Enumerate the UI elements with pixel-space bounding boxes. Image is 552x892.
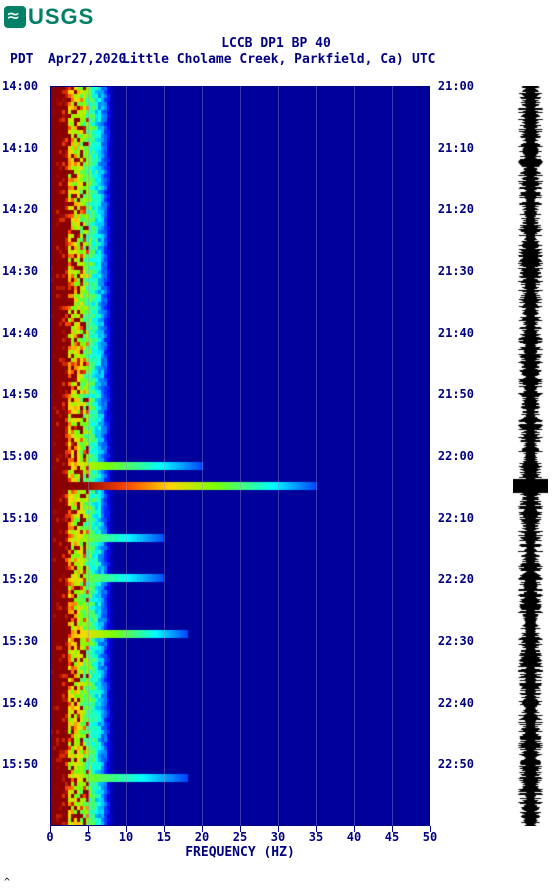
x-tick-label: 5 [84,830,91,844]
y-tick-left: 15:40 [2,696,38,710]
y-tick-left: 15:20 [2,572,38,586]
date-label: Apr27,2020 [48,52,126,67]
grid-line [126,86,127,826]
x-tick-label: 10 [119,830,133,844]
grid-line [278,86,279,826]
grid-line [88,86,89,826]
x-tick-label: 35 [309,830,323,844]
grid-line [240,86,241,826]
y-tick-left: 15:30 [2,634,38,648]
y-tick-left: 15:10 [2,511,38,525]
logo-text: USGS [28,4,94,30]
grid-line [202,86,203,826]
spectrogram-chart: FREQUENCY (HZ) 0510152025303540455014:00… [50,86,430,826]
y-tick-left: 15:50 [2,757,38,771]
y-tick-right: 22:30 [438,634,474,648]
caret-mark: ^ [4,877,10,888]
seismogram-trace [513,86,548,826]
y-tick-right: 22:50 [438,757,474,771]
location-label: Little Cholame Creek, Parkfield, Ca) [122,52,404,67]
x-tick-label: 50 [423,830,437,844]
x-tick-label: 30 [271,830,285,844]
x-tick-label: 45 [385,830,399,844]
x-tick-label: 25 [233,830,247,844]
grid-line [316,86,317,826]
y-tick-right: 22:00 [438,449,474,463]
y-tick-right: 21:30 [438,264,474,278]
grid-line [354,86,355,826]
x-axis-label: FREQUENCY (HZ) [185,845,295,860]
grid-line [392,86,393,826]
y-tick-left: 14:30 [2,264,38,278]
y-tick-right: 22:20 [438,572,474,586]
grid-line [164,86,165,826]
chart-title: LCCB DP1 BP 40 [0,36,552,51]
seismogram-canvas [513,86,548,826]
y-tick-left: 14:40 [2,326,38,340]
x-tick-label: 15 [157,830,171,844]
y-tick-right: 21:50 [438,387,474,401]
y-tick-right: 22:40 [438,696,474,710]
y-tick-left: 14:50 [2,387,38,401]
y-tick-right: 21:20 [438,202,474,216]
y-tick-left: 14:00 [2,79,38,93]
y-tick-right: 21:00 [438,79,474,93]
x-tick-label: 0 [46,830,53,844]
y-tick-left: 14:10 [2,141,38,155]
y-tick-right: 21:40 [438,326,474,340]
x-tick-label: 20 [195,830,209,844]
pdt-label: PDT [10,52,33,67]
y-tick-left: 15:00 [2,449,38,463]
y-tick-right: 21:10 [438,141,474,155]
utc-label: UTC [412,52,435,67]
y-tick-left: 14:20 [2,202,38,216]
y-tick-right: 22:10 [438,511,474,525]
usgs-logo: USGS [4,4,94,30]
x-tick-label: 40 [347,830,361,844]
logo-wave-icon [4,6,26,28]
